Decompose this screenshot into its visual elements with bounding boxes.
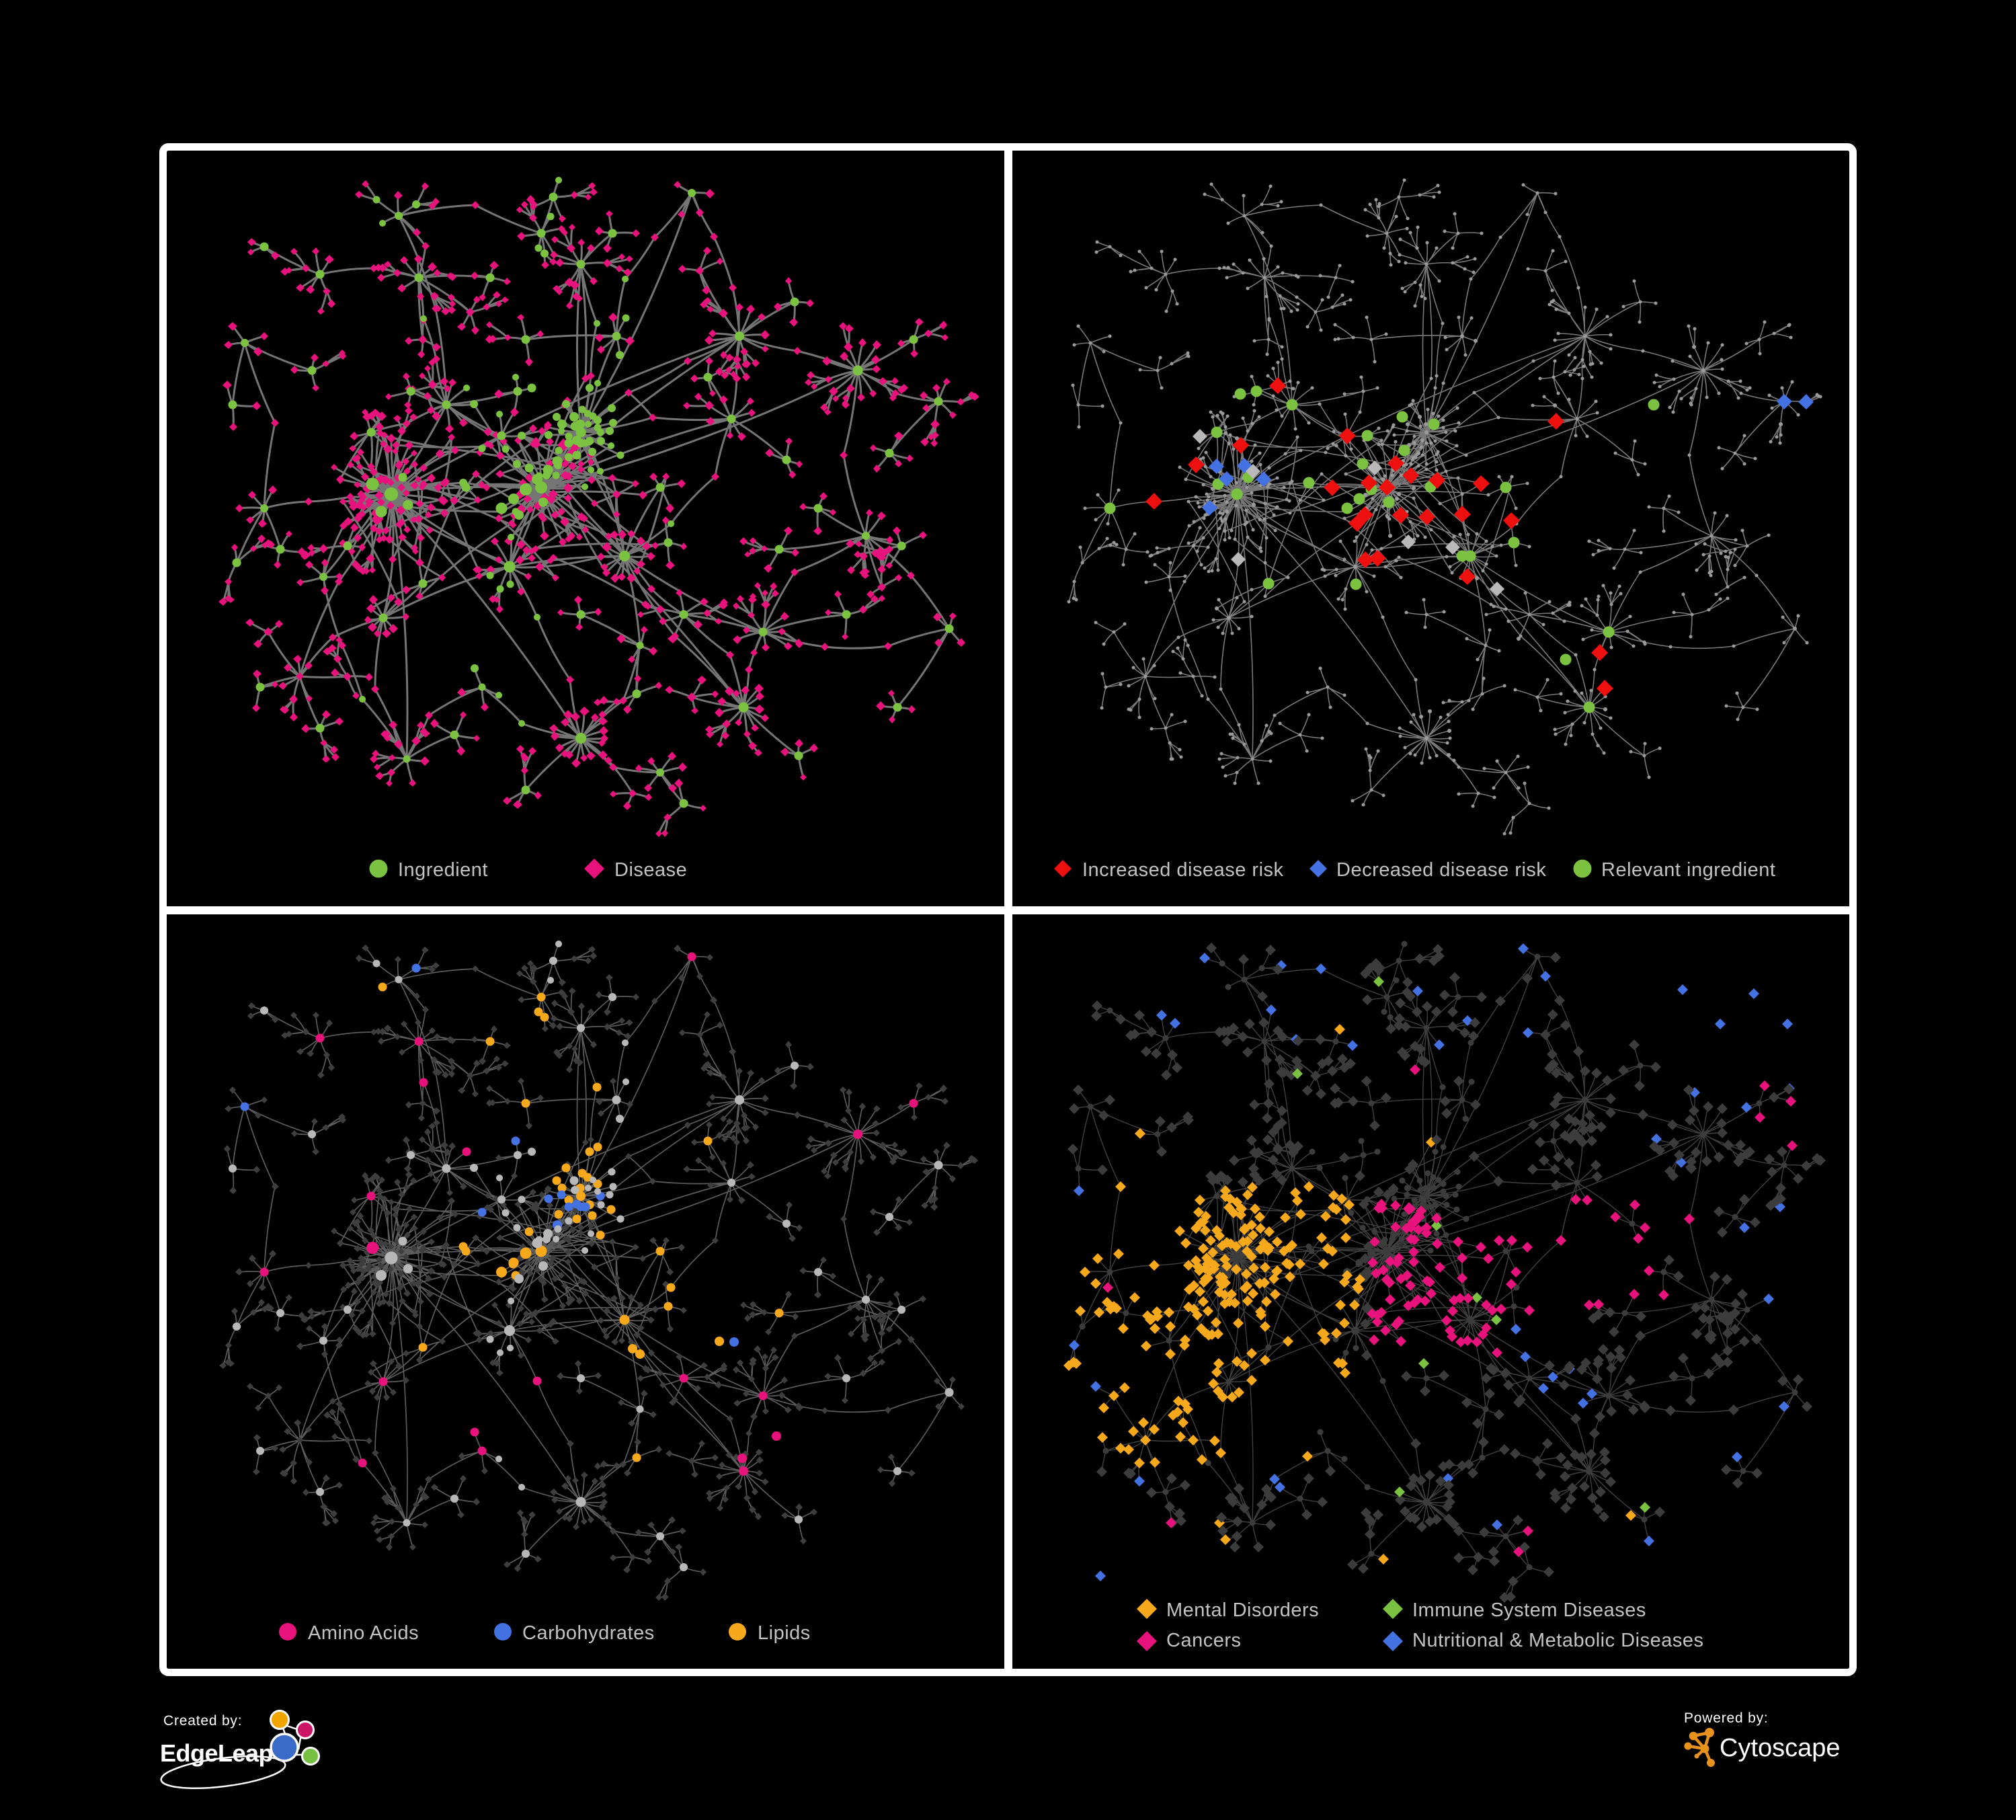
svg-text:Nutritional & Metabolic Diseas: Nutritional & Metabolic Diseases — [1412, 1630, 1703, 1651]
svg-text:Relevant ingredient: Relevant ingredient — [1601, 859, 1775, 881]
svg-text:Increased disease risk: Increased disease risk — [1082, 859, 1284, 881]
svg-text:Cytoscape: Cytoscape — [1720, 1734, 1841, 1762]
svg-text:Carbohydrates: Carbohydrates — [522, 1622, 655, 1644]
svg-text:Immune System Diseases: Immune System Diseases — [1412, 1599, 1646, 1621]
svg-text:Created by:: Created by: — [163, 1713, 242, 1729]
svg-text:Decreased disease risk: Decreased disease risk — [1336, 859, 1546, 881]
svg-text:Amino Acids: Amino Acids — [308, 1622, 419, 1644]
svg-text:Powered by:: Powered by: — [1684, 1710, 1769, 1726]
svg-text:Lipids: Lipids — [758, 1622, 811, 1644]
svg-text:Disease: Disease — [614, 859, 687, 881]
svg-text:Cancers: Cancers — [1166, 1630, 1242, 1651]
svg-text:EdgeLeap: EdgeLeap — [160, 1739, 273, 1767]
svg-text:Mental Disorders: Mental Disorders — [1166, 1599, 1319, 1621]
svg-text:Ingredient: Ingredient — [398, 859, 488, 881]
